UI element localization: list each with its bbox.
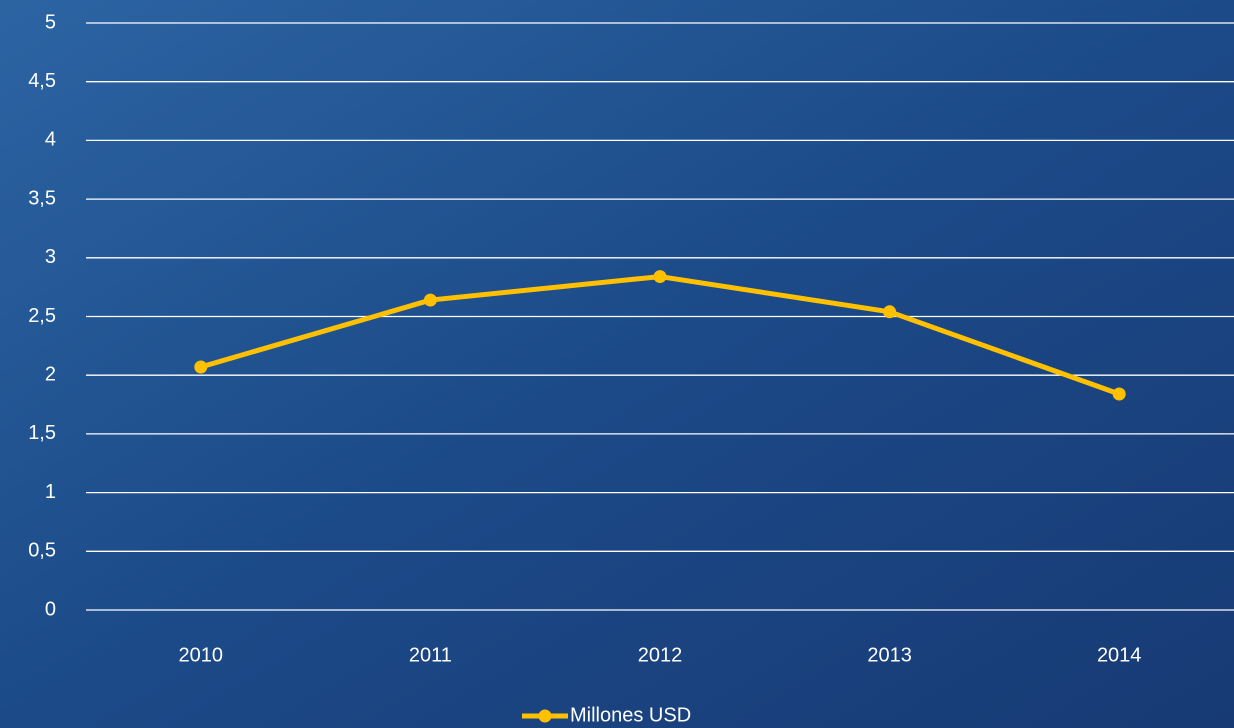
x-tick-label: 2014 xyxy=(1097,644,1142,666)
x-tick-label: 2013 xyxy=(867,644,912,666)
legend-label: Millones USD xyxy=(570,704,691,726)
y-tick-label: 0 xyxy=(45,598,56,620)
x-tick-label: 2010 xyxy=(179,644,224,666)
y-tick-label: 2 xyxy=(45,363,56,385)
y-tick-label: 4,5 xyxy=(28,70,56,92)
y-tick-label: 3 xyxy=(45,246,56,268)
x-tick-label: 2012 xyxy=(638,644,683,666)
y-tick-label: 1 xyxy=(45,481,56,503)
y-tick-label: 2,5 xyxy=(28,305,56,327)
y-tick-label: 4 xyxy=(45,129,56,151)
data-point xyxy=(883,305,897,319)
x-tick-label: 2011 xyxy=(409,644,452,666)
data-point xyxy=(1112,387,1126,401)
legend-marker xyxy=(538,709,552,723)
data-point xyxy=(653,270,667,284)
data-point xyxy=(423,293,437,307)
y-tick-label: 3,5 xyxy=(28,187,56,209)
data-point xyxy=(194,360,208,374)
y-tick-label: 0,5 xyxy=(28,540,56,562)
y-tick-label: 1,5 xyxy=(28,422,56,444)
y-tick-label: 5 xyxy=(45,11,56,33)
